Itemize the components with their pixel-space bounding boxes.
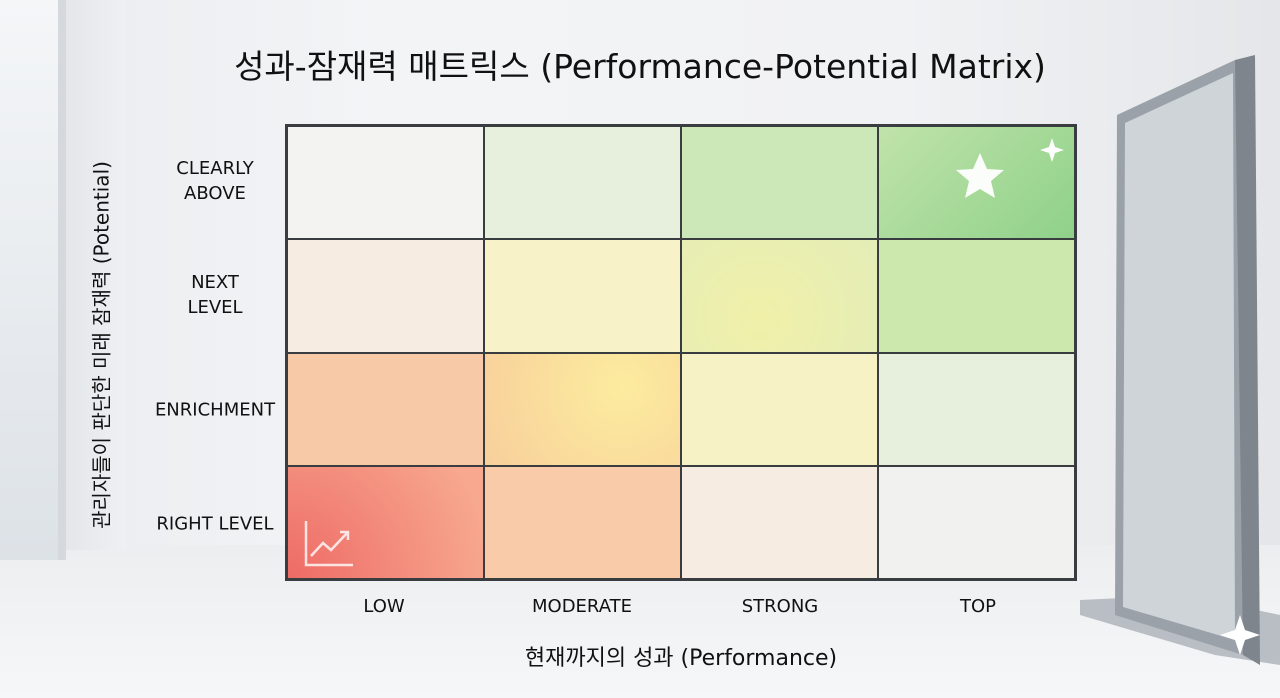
column-label: TOP xyxy=(959,596,997,617)
cell xyxy=(287,352,484,466)
trend-icon xyxy=(304,521,353,567)
cell xyxy=(878,352,1075,466)
cell xyxy=(484,465,681,579)
cell xyxy=(484,239,681,353)
cell xyxy=(878,239,1075,353)
cell xyxy=(681,352,878,466)
window xyxy=(0,0,66,560)
cell xyxy=(681,465,878,579)
cell xyxy=(484,352,681,466)
y-axis-label: 관리자들이 판단한 미래 잠재력 (Potential) xyxy=(89,161,114,529)
star-icon xyxy=(956,138,1064,198)
cell xyxy=(484,126,681,240)
row-label: NEXT LEVEL xyxy=(187,272,243,319)
column-label: MODERATE xyxy=(532,596,632,617)
cell xyxy=(878,465,1075,579)
row-label: CLEARLY ABOVE xyxy=(176,158,254,205)
column-label: STRONG xyxy=(741,596,819,617)
title: 성과-잠재력 매트릭스 (Performance-Potential Matri… xyxy=(234,47,1046,86)
pillar xyxy=(66,0,126,550)
cell xyxy=(681,126,878,240)
x-axis-label: 현재까지의 성과 (Performance) xyxy=(524,646,838,671)
matrix xyxy=(285,124,1077,581)
cell xyxy=(287,465,484,579)
cell xyxy=(287,126,484,240)
column-label: LOW xyxy=(363,596,405,617)
cell xyxy=(287,239,484,353)
cell xyxy=(681,239,878,353)
row-label: RIGHT LEVEL xyxy=(156,513,274,535)
row-label: ENRICHMENT xyxy=(154,399,276,421)
monitor xyxy=(1080,55,1280,665)
